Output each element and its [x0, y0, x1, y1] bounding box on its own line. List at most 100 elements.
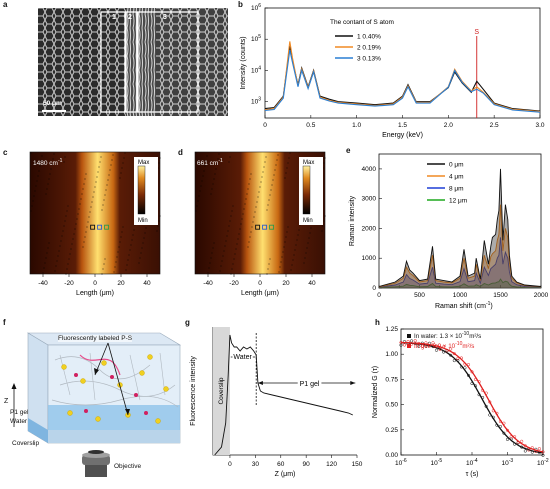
map-noise-c — [73, 233, 75, 235]
map-noise-c — [41, 155, 43, 157]
map-noise-c — [44, 262, 46, 264]
map-noise-c — [70, 248, 72, 250]
map-noise-d — [305, 252, 307, 254]
legend-label-e-1: 0 μm — [449, 162, 464, 169]
x-tick-label-b: 1.0 — [352, 122, 361, 129]
map-noise-d — [233, 258, 235, 260]
colorbar-min-d: Min — [303, 218, 313, 224]
data-point-h-2 — [431, 341, 435, 345]
map-noise-d — [257, 196, 259, 198]
map-noise-c — [142, 242, 144, 244]
map-noise-d — [290, 269, 292, 271]
gel-arrow-head — [350, 381, 356, 385]
series-area-e-2 — [379, 204, 541, 288]
map-noise-d — [205, 160, 207, 162]
map-noise-d — [248, 183, 250, 185]
series-area-e-1 — [379, 168, 541, 288]
map-noise-d — [323, 220, 325, 222]
map-noise-c — [66, 210, 68, 212]
map-noise-d — [199, 190, 201, 192]
map-noise-d — [236, 243, 238, 245]
map-noise-d — [289, 152, 291, 154]
data-point-h-1 — [466, 373, 471, 377]
map-noise-d — [281, 256, 283, 258]
map-noise-c — [141, 247, 143, 249]
legend-label-h-1: In water: 1.3 × 10-10m²/s — [414, 331, 481, 340]
map-noise-d — [268, 199, 270, 201]
x-tick-label-g: 60 — [277, 461, 285, 468]
gel-label-bg — [297, 378, 322, 388]
map-noise-d — [296, 239, 298, 241]
x-tick-label-b: 1.5 — [398, 122, 407, 129]
map-noise-d — [274, 169, 276, 171]
map-noise-d — [279, 266, 281, 268]
map-noise-c — [83, 241, 85, 243]
map-noise-d — [242, 213, 244, 215]
map-noise-c — [139, 257, 141, 259]
map-noise-d — [207, 272, 209, 274]
map-noise-c — [63, 225, 65, 227]
map-noise-c — [67, 205, 69, 207]
map-noise-d — [280, 261, 282, 263]
map-noise-c — [132, 234, 134, 236]
y-tick-label-b: 104 — [251, 65, 261, 74]
map-noise-c — [144, 232, 146, 234]
x-tick-label-g: 120 — [326, 461, 337, 468]
series-line-b-2 — [264, 41, 541, 113]
x-tick-label-c: 40 — [143, 280, 151, 287]
series-line-e-3 — [378, 237, 542, 288]
map-noise-d — [295, 244, 297, 246]
label-fluorescent: Fluorescently labeled P-S — [58, 335, 133, 342]
map-noise-d — [229, 220, 231, 222]
map-noise-d — [285, 172, 287, 174]
map-noise-d — [218, 153, 220, 155]
map-noise-d — [277, 154, 279, 156]
map-noise-d — [306, 247, 308, 249]
map-noise-d — [200, 185, 202, 187]
map-noise-c — [57, 255, 59, 257]
map-noise-d — [304, 257, 306, 259]
map-noise-c — [122, 162, 124, 164]
map-noise-d — [283, 246, 285, 248]
map-noise-d — [259, 186, 261, 188]
map-noise-c — [89, 211, 91, 213]
map-noise-d — [213, 242, 215, 244]
map-noise-d — [285, 236, 287, 238]
data-point-h-1 — [449, 353, 453, 357]
map-noise-c — [118, 246, 120, 248]
map-noise-c — [133, 229, 135, 231]
map-noise-c — [140, 252, 142, 254]
map-noise-c — [125, 269, 127, 271]
panel-f: f Fluorescently labeled P-S Z P — [0, 315, 185, 484]
map-noise-c — [85, 231, 87, 233]
map-noise-c — [47, 247, 49, 249]
x-tick-label-b: 2.5 — [490, 122, 499, 129]
map-noise-c — [94, 186, 96, 188]
map-noise-c — [107, 179, 109, 181]
map-noise-d — [224, 245, 226, 247]
map-noise-d — [232, 205, 234, 207]
map-noise-d — [287, 226, 289, 228]
x-tick-label-g: 90 — [303, 461, 311, 468]
x-tick-label-b: 2.0 — [444, 122, 453, 129]
map-noise-c — [79, 203, 81, 205]
map-noise-c — [48, 242, 50, 244]
map-noise-c — [143, 237, 145, 239]
map-noise-c — [126, 264, 128, 266]
map-noise-c — [119, 241, 121, 243]
map-noise-d — [213, 178, 215, 180]
x-tick-label-d: 20 — [282, 280, 290, 287]
map-noise-c — [96, 176, 98, 178]
map-noise-d — [269, 258, 271, 260]
map-noise-d — [286, 167, 288, 169]
y-axis-title-b: Intensity (counts) — [240, 36, 247, 89]
x-axis-title-d: Length (μm) — [241, 290, 279, 297]
x-tick-label-d: -40 — [203, 280, 213, 287]
map-noise-c — [82, 246, 84, 248]
y-tick-label-h: 0.50 — [385, 402, 398, 409]
y-tick-label-e: 0 — [372, 285, 376, 292]
map-noise-c — [93, 191, 95, 193]
label-water: Water — [10, 418, 28, 425]
map-noise-d — [294, 249, 296, 251]
map-noise-d — [308, 237, 310, 239]
